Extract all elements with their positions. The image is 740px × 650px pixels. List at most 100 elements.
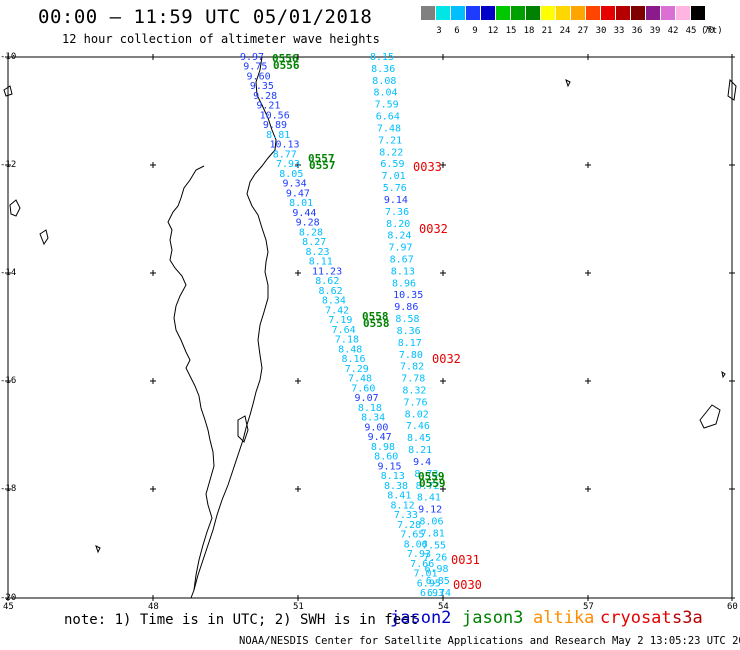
swh-value-track: 7.36 — [385, 207, 409, 218]
page-title: 00:00 – 11:59 UTC 05/01/2018 — [38, 6, 373, 28]
map-frame — [7, 56, 733, 599]
swh-value-track: 7.59 — [375, 100, 399, 111]
legend-swatch — [421, 6, 435, 20]
swh-value-jason2: 7.29 — [345, 364, 369, 375]
swh-value-jason2: 9.35 — [250, 81, 274, 92]
cryosat-time-label: 0033 — [413, 160, 442, 174]
legend-tick-label: 70 — [703, 26, 715, 36]
legend-swatch — [646, 6, 660, 20]
swh-value-jason2: 7.19 — [328, 315, 352, 326]
swh-value-track: 6.64 — [376, 112, 400, 123]
legend-swatch — [541, 6, 555, 20]
swh-value-jason2: 8.38 — [384, 481, 408, 492]
swh-value-jason2: 10.56 — [260, 110, 290, 121]
swh-value-jason2: 8.81 — [266, 130, 290, 141]
swh-value-jason2: 8.62 — [319, 286, 343, 297]
legend-swatch — [661, 6, 675, 20]
satellite-name-jason2: jason2 — [390, 608, 452, 628]
cryosat-time-label: 0031 — [451, 553, 480, 567]
swh-value-jason2: 7.65 — [400, 530, 424, 541]
swh-value-jason2: 8.48 — [338, 344, 362, 355]
jason3-time-label: 0557 — [309, 159, 336, 172]
legend-tick-label: 27 — [577, 26, 589, 36]
swh-value-track: 7.82 — [400, 362, 424, 373]
swh-value-track: 8.73 — [414, 469, 438, 480]
swh-value-track: 8.13 — [391, 266, 415, 277]
credit-line: NOAA/NESDIS Center for Satellite Applica… — [239, 635, 740, 647]
swh-value-jason2: 8.23 — [305, 247, 329, 258]
swh-value-track: 7.97 — [388, 243, 412, 254]
swh-value-track: 8.36 — [371, 64, 395, 75]
swh-value-jason2: 9.75 — [243, 62, 267, 73]
coastline — [3, 56, 737, 599]
legend-swatch — [616, 6, 630, 20]
legend-swatch — [601, 6, 615, 20]
footer-note: note: 1) Time is in UTC; 2) SWH is in fe… — [64, 612, 419, 628]
island-coast — [727, 78, 737, 101]
swh-value-jason2: 8.13 — [381, 471, 405, 482]
swh-value-track: 9.12 — [418, 505, 442, 516]
longitude-label: 45 — [3, 602, 14, 612]
swh-value-track: 9.86 — [394, 302, 418, 313]
swh-value-jason2: 9.28 — [253, 91, 277, 102]
swh-value-jason2: 8.34 — [361, 413, 385, 424]
swh-value-track: 6.74 — [427, 588, 451, 599]
swh-value-track: 8.02 — [405, 409, 429, 420]
swh-value-track: 8.41 — [417, 493, 441, 504]
island-coast — [699, 404, 721, 429]
legend-tick-label: 18 — [523, 26, 535, 36]
swh-value-jason2: 9.21 — [256, 101, 280, 112]
swh-value-jason2: 7.93 — [276, 159, 300, 170]
swh-value-jason2: 9.97 — [240, 52, 264, 63]
legend-unit: (ft) — [701, 26, 723, 36]
latitude-label: -16 — [0, 376, 17, 386]
swh-value-track: 8.36 — [397, 326, 421, 337]
legend-tick-label: 21 — [541, 26, 553, 36]
swh-value-track: 9.14 — [384, 195, 408, 206]
swh-value-track: 8.45 — [407, 433, 431, 444]
swh-value-track: 9.4 — [413, 457, 431, 468]
swh-value-track: 10.35 — [393, 290, 423, 301]
satellite-name-altika: altika — [533, 608, 595, 628]
swh-value-track: 7.55 — [422, 540, 446, 551]
swh-value-jason2: 9.47 — [286, 188, 310, 199]
swh-value-jason2: 7.42 — [325, 305, 349, 316]
longitude-label: 57 — [583, 602, 594, 612]
swh-value-jason2: 8.12 — [391, 500, 415, 511]
legend-swatch — [496, 6, 510, 20]
swh-value-track: 7.76 — [404, 397, 428, 408]
swh-value-jason2: 6.93 — [420, 588, 444, 599]
swh-value-jason2: 9.34 — [283, 179, 307, 190]
swh-value-track: 8.72 — [416, 481, 440, 492]
jason3-time-label: 0559 — [418, 470, 445, 483]
swh-value-jason2: 8.05 — [279, 169, 303, 180]
swh-value-jason2: 8.11 — [309, 257, 333, 268]
latitude-label: -14 — [0, 268, 17, 278]
longitude-label: 60 — [727, 602, 738, 612]
legend-tick-label: 33 — [613, 26, 625, 36]
jason3-time-label: 0559 — [419, 477, 446, 490]
legend-swatch — [691, 6, 705, 20]
swh-value-jason2: 9.28 — [296, 218, 320, 229]
swh-value-jason2: 9.44 — [292, 208, 316, 219]
longitude-label: 51 — [293, 602, 304, 612]
jason3-time-label: 0556 — [272, 52, 299, 65]
swh-value-jason2: 8.01 — [289, 198, 313, 209]
swh-value-jason2: 7.48 — [348, 374, 372, 385]
swh-value-jason2: 7.60 — [351, 383, 375, 394]
island-coast — [721, 370, 726, 379]
satellite-name-cryosat: cryosat — [600, 608, 672, 628]
longitude-label: 48 — [148, 602, 159, 612]
legend-swatch — [526, 6, 540, 20]
legend-tick-label: 15 — [505, 26, 517, 36]
swh-value-track: 8.22 — [379, 147, 403, 158]
swh-value-track: 8.04 — [373, 88, 397, 99]
legend-swatch — [676, 6, 690, 20]
swh-value-jason2: 8.27 — [302, 237, 326, 248]
swh-value-jason2: 8.41 — [387, 491, 411, 502]
island-coast — [237, 415, 249, 443]
madagascar-west-coast — [167, 165, 215, 591]
swh-value-track: 7.80 — [399, 350, 423, 361]
legend-swatch — [436, 6, 450, 20]
cryosat-time-label: 0032 — [419, 222, 448, 236]
